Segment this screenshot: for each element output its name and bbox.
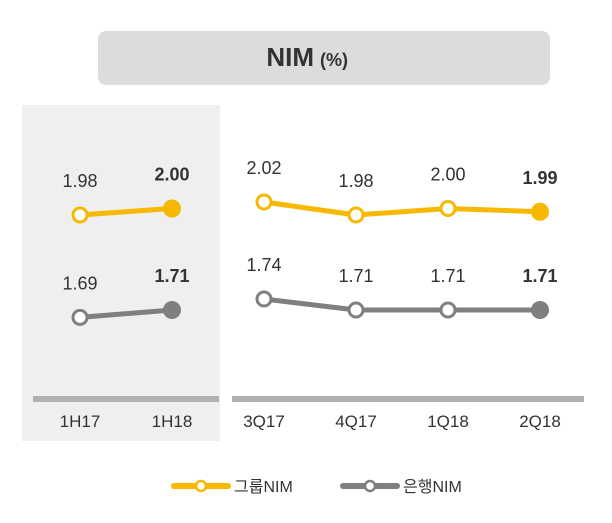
baseline-half-year <box>33 396 219 402</box>
point-bank-2q18 <box>531 301 549 319</box>
data-label-group-1h17: 1.98 <box>62 171 97 191</box>
point-bank-1h17 <box>71 308 89 326</box>
point-bank-1q18 <box>439 301 457 319</box>
data-label-group-3q17: 2.02 <box>246 158 281 178</box>
data-label-bank-2q18: 1.71 <box>522 266 557 286</box>
point-group-1h17 <box>71 206 89 224</box>
data-label-bank-1h17: 1.69 <box>62 273 97 293</box>
data-label-bank-4q17: 1.71 <box>338 266 373 286</box>
data-label-group-1q18: 2.00 <box>430 165 465 185</box>
chart-title-unit: (%) <box>320 50 348 70</box>
chart-marks: 1.98 2.00 2.02 1.98 2.00 1.99 1.69 1.71 1.74 1.71… <box>60 158 561 431</box>
baseline-quarterly <box>232 396 584 402</box>
line-bank-quarterly <box>261 296 543 313</box>
legend-marker-group <box>194 479 208 493</box>
legend-item-bank: 은행NIM <box>340 478 462 496</box>
x-tick-2q18: 2Q18 <box>519 412 561 431</box>
chart-title: NIM <box>266 42 314 72</box>
line-group-quarterly <box>261 199 543 218</box>
x-tick-4q17: 4Q17 <box>335 412 377 431</box>
point-group-2q18 <box>531 202 549 221</box>
data-label-bank-1h18: 1.71 <box>154 266 189 286</box>
x-tick-1q18: 1Q18 <box>427 412 469 431</box>
legend-label-group: 그룹NIM <box>234 478 293 496</box>
point-group-4q17 <box>347 206 365 224</box>
legend: 그룹NIM 은행NIM <box>171 478 462 496</box>
legend-label-bank: 은행NIM <box>403 478 462 496</box>
data-label-group-4q17: 1.98 <box>338 171 373 191</box>
x-tick-1h18: 1H18 <box>152 412 193 431</box>
legend-marker-bank <box>363 479 377 493</box>
title-box <box>98 31 550 85</box>
line-bank-half-year <box>77 307 175 320</box>
point-bank-4q17 <box>347 301 365 319</box>
point-bank-3q17 <box>255 290 273 308</box>
half-year-panel <box>22 105 220 441</box>
x-tick-1h17: 1H17 <box>60 412 101 431</box>
point-bank-1h18 <box>163 301 181 319</box>
point-group-1h18 <box>163 199 181 218</box>
data-label-group-1h18: 2.00 <box>154 165 189 185</box>
x-tick-3q17: 3Q17 <box>243 412 285 431</box>
data-label-bank-1q18: 1.71 <box>430 266 465 286</box>
point-group-3q17 <box>255 193 273 211</box>
line-group-half-year <box>77 206 175 218</box>
point-group-1q18 <box>439 200 457 217</box>
data-label-bank-3q17: 1.74 <box>246 255 281 275</box>
legend-item-group: 그룹NIM <box>171 478 293 496</box>
data-label-group-2q18: 1.99 <box>522 168 557 188</box>
